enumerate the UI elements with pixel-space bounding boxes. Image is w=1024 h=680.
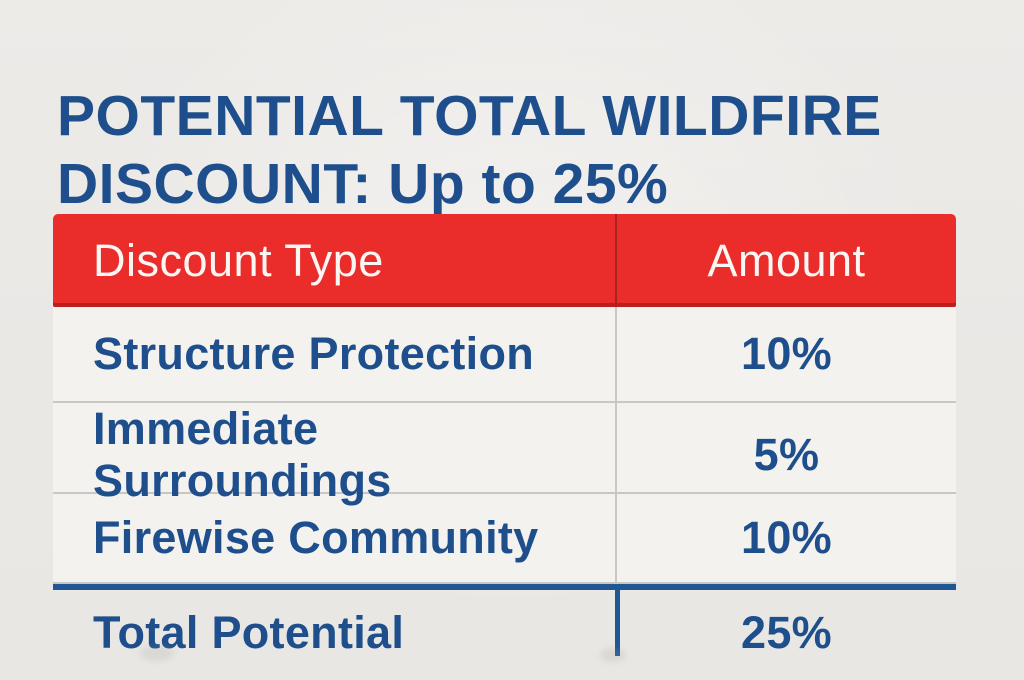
row-cell-type: Firewise Community <box>53 494 617 582</box>
total-separator-line <box>53 584 956 590</box>
total-value: 25% <box>741 606 832 658</box>
header-label-amount: Amount <box>707 234 866 286</box>
table-row: Immediate Surroundings 5% <box>53 403 956 507</box>
row-cell-type: Immediate Surroundings <box>53 403 617 507</box>
table-row: Firewise Community 10% <box>53 494 956 584</box>
total-column-divider <box>615 590 620 656</box>
paper-smudge <box>600 648 626 662</box>
table-total-row: Total Potential 25% <box>53 590 956 675</box>
paper-smudge <box>140 645 174 661</box>
row-cell-amount: 10% <box>617 328 956 380</box>
row-value: 5% <box>753 429 820 480</box>
header-label-discount-type: Discount Type <box>93 234 384 286</box>
row-label: Firewise Community <box>93 512 539 563</box>
row-value: 10% <box>741 512 832 563</box>
row-cell-type: Structure Protection <box>53 307 617 401</box>
page-title: POTENTIAL TOTAL WILDFIRE DISCOUNT: Up to… <box>57 82 882 218</box>
row-cell-amount: 10% <box>617 512 956 564</box>
header-cell-amount: Amount <box>617 235 956 287</box>
row-label: Structure Protection <box>93 328 535 379</box>
table-row: Structure Protection 10% <box>53 307 956 403</box>
row-cell-amount: 5% <box>617 429 956 481</box>
total-label: Total Potential <box>93 606 405 658</box>
row-label: Immediate Surroundings <box>93 403 392 506</box>
header-cell-discount-type: Discount Type <box>53 214 617 307</box>
discount-table: Discount Type Amount Structure Protectio… <box>53 214 956 675</box>
row-value: 10% <box>741 328 832 379</box>
table-header-row: Discount Type Amount <box>53 214 956 307</box>
page-title-line2: DISCOUNT: Up to 25% <box>57 152 669 217</box>
total-cell-type: Total Potential <box>53 607 617 659</box>
total-cell-amount: 25% <box>617 607 956 659</box>
page-title-line1: POTENTIAL TOTAL WILDFIRE <box>57 84 882 149</box>
